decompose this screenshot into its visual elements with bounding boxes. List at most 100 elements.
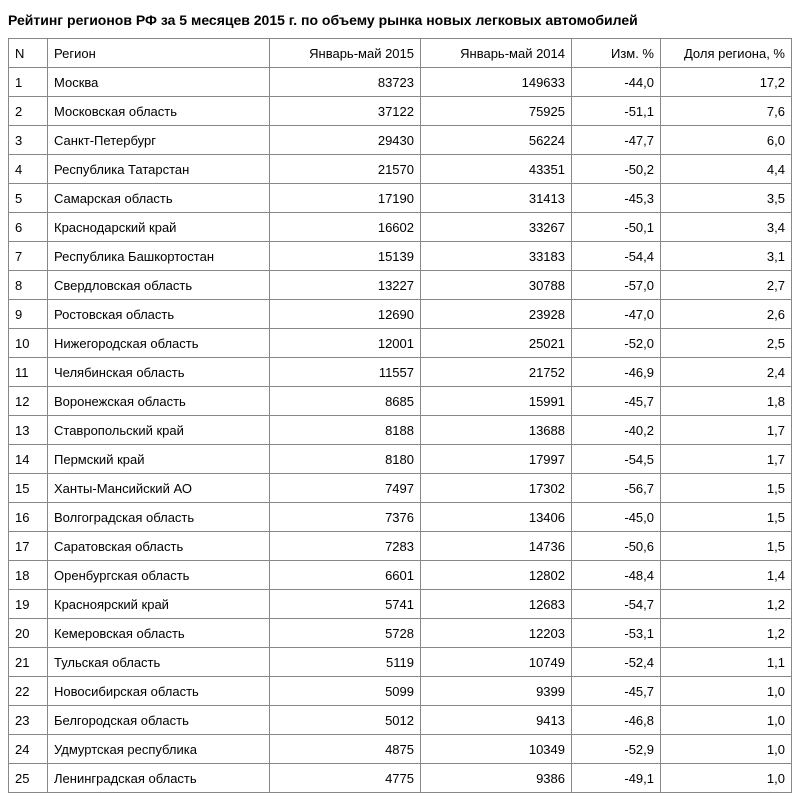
cell-2015: 8188 [270,416,421,445]
cell-2015: 21570 [270,155,421,184]
table-row: 9Ростовская область1269023928-47,02,6 [9,300,792,329]
page-title: Рейтинг регионов РФ за 5 месяцев 2015 г.… [8,12,792,28]
cell-change: -52,4 [572,648,661,677]
table-row: 19Красноярский край574112683-54,71,2 [9,590,792,619]
cell-2014: 9413 [421,706,572,735]
cell-region: Санкт-Петербург [48,126,270,155]
cell-2014: 31413 [421,184,572,213]
cell-region: Ханты-Мансийский АО [48,474,270,503]
cell-region: Оренбургская область [48,561,270,590]
table-row: 13Ставропольский край818813688-40,21,7 [9,416,792,445]
cell-region: Краснодарский край [48,213,270,242]
cell-2015: 7283 [270,532,421,561]
cell-region: Московская область [48,97,270,126]
table-row: 2Московская область3712275925-51,17,6 [9,97,792,126]
cell-change: -54,5 [572,445,661,474]
cell-2015: 16602 [270,213,421,242]
cell-2015: 4875 [270,735,421,764]
cell-region: Удмуртская республика [48,735,270,764]
cell-region: Республика Татарстан [48,155,270,184]
cell-2015: 5119 [270,648,421,677]
cell-share: 1,7 [661,416,792,445]
cell-2015: 13227 [270,271,421,300]
cell-2015: 7497 [270,474,421,503]
cell-2015: 83723 [270,68,421,97]
cell-change: -45,0 [572,503,661,532]
cell-region: Ростовская область [48,300,270,329]
cell-share: 1,5 [661,532,792,561]
cell-2014: 33267 [421,213,572,242]
cell-n: 3 [9,126,48,155]
cell-2014: 17997 [421,445,572,474]
table-row: 16Волгоградская область737613406-45,01,5 [9,503,792,532]
cell-2014: 12683 [421,590,572,619]
cell-2015: 11557 [270,358,421,387]
cell-2014: 43351 [421,155,572,184]
cell-share: 3,4 [661,213,792,242]
cell-region: Тульская область [48,648,270,677]
cell-n: 25 [9,764,48,793]
cell-n: 11 [9,358,48,387]
cell-change: -54,7 [572,590,661,619]
cell-n: 24 [9,735,48,764]
cell-n: 1 [9,68,48,97]
cell-n: 16 [9,503,48,532]
table-row: 24Удмуртская республика487510349-52,91,0 [9,735,792,764]
cell-share: 1,2 [661,619,792,648]
cell-region: Новосибирская область [48,677,270,706]
cell-n: 15 [9,474,48,503]
cell-n: 8 [9,271,48,300]
table-row: 22Новосибирская область50999399-45,71,0 [9,677,792,706]
cell-2015: 15139 [270,242,421,271]
cell-2015: 8180 [270,445,421,474]
cell-region: Москва [48,68,270,97]
cell-change: -52,9 [572,735,661,764]
cell-2014: 9386 [421,764,572,793]
cell-share: 7,6 [661,97,792,126]
cell-region: Республика Башкортостан [48,242,270,271]
cell-share: 1,7 [661,445,792,474]
col-header-region: Регион [48,39,270,68]
cell-share: 1,8 [661,387,792,416]
cell-2014: 9399 [421,677,572,706]
cell-share: 2,4 [661,358,792,387]
cell-2015: 6601 [270,561,421,590]
cell-n: 20 [9,619,48,648]
cell-change: -47,7 [572,126,661,155]
cell-share: 1,1 [661,648,792,677]
cell-n: 10 [9,329,48,358]
cell-2014: 21752 [421,358,572,387]
col-header-n: N [9,39,48,68]
cell-region: Кемеровская область [48,619,270,648]
cell-2014: 56224 [421,126,572,155]
table-row: 8Свердловская область1322730788-57,02,7 [9,271,792,300]
cell-region: Воронежская область [48,387,270,416]
cell-share: 1,2 [661,590,792,619]
cell-share: 1,0 [661,706,792,735]
table-row: 4Республика Татарстан2157043351-50,24,4 [9,155,792,184]
cell-2014: 25021 [421,329,572,358]
cell-2014: 13406 [421,503,572,532]
cell-n: 6 [9,213,48,242]
cell-region: Самарская область [48,184,270,213]
table-row: 10Нижегородская область1200125021-52,02,… [9,329,792,358]
cell-share: 3,1 [661,242,792,271]
cell-change: -45,7 [572,677,661,706]
cell-change: -49,1 [572,764,661,793]
cell-change: -44,0 [572,68,661,97]
table-row: 17Саратовская область728314736-50,61,5 [9,532,792,561]
cell-change: -47,0 [572,300,661,329]
cell-share: 1,4 [661,561,792,590]
cell-region: Волгоградская область [48,503,270,532]
cell-region: Челябинская область [48,358,270,387]
cell-2014: 33183 [421,242,572,271]
cell-2015: 29430 [270,126,421,155]
cell-2015: 5012 [270,706,421,735]
cell-2015: 12690 [270,300,421,329]
cell-share: 1,5 [661,503,792,532]
table-row: 14Пермский край818017997-54,51,7 [9,445,792,474]
cell-share: 6,0 [661,126,792,155]
table-row: 23Белгородская область50129413-46,81,0 [9,706,792,735]
table-row: 20Кемеровская область572812203-53,11,2 [9,619,792,648]
cell-share: 4,4 [661,155,792,184]
